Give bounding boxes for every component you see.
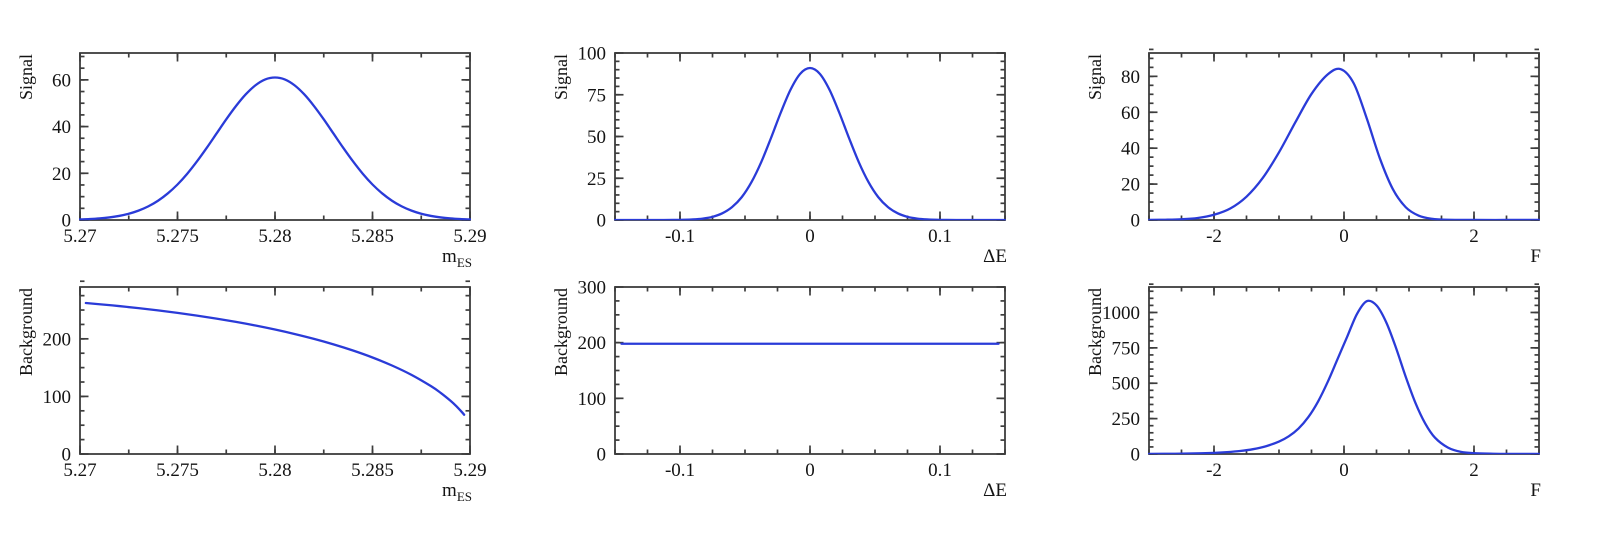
svg-text:300: 300 [577,278,606,299]
svg-text:2: 2 [1470,460,1480,481]
svg-text:5.27: 5.27 [63,226,96,247]
svg-text:50: 50 [587,127,606,148]
chart-panel-background-mes: 5.27 5.275 5.28 5.285 5.29 0 100 200 Background m… [0,272,535,544]
svg-text:mES: mES [442,480,472,504]
svg-text:-0.1: -0.1 [665,460,695,481]
svg-text:20: 20 [52,164,71,185]
svg-text:0: 0 [596,445,606,466]
svg-text:20: 20 [1121,175,1140,196]
svg-text:2: 2 [1470,226,1480,247]
svg-text:0.1: 0.1 [928,460,952,481]
svg-text:200: 200 [43,329,72,350]
svg-text:Background: Background [16,288,36,376]
svg-text:750: 750 [1112,338,1141,359]
svg-text:5.275: 5.275 [156,226,199,247]
svg-text:0: 0 [62,445,72,466]
svg-text:0: 0 [62,211,72,232]
svg-text:-2: -2 [1206,460,1222,481]
svg-text:5.28: 5.28 [258,460,291,481]
svg-text:Signal: Signal [16,54,36,100]
svg-text:60: 60 [1121,103,1140,124]
svg-text:5.285: 5.285 [351,460,394,481]
svg-text:ΔE: ΔE [983,246,1007,267]
signal-mes-chart: 5.27 5.275 5.28 5.285 5.29 0 20 40 60 Signal mES [16,52,487,270]
svg-text:5.285: 5.285 [351,226,394,247]
signal-deltae-chart: -0.1 0 0.1 0 25 50 75 100 Signal ΔE [551,44,1007,268]
svg-text:60: 60 [52,70,71,91]
svg-text:0: 0 [1340,226,1350,247]
svg-text:80: 80 [1121,67,1140,88]
chart-panel-signal-f: -2 0 2 0 20 40 60 80 Signal F [1069,0,1604,272]
svg-text:mES: mES [442,246,472,270]
svg-text:0: 0 [805,460,815,481]
svg-text:100: 100 [577,389,606,410]
svg-text:-0.1: -0.1 [665,226,695,247]
svg-text:0: 0 [1340,460,1350,481]
chart-panel-signal-mes: 5.27 5.275 5.28 5.285 5.29 0 20 40 60 Signal mES [0,0,535,272]
svg-text:Background: Background [551,288,571,376]
svg-text:40: 40 [1121,139,1140,160]
svg-text:0: 0 [1131,445,1141,466]
svg-text:75: 75 [587,85,606,106]
svg-text:5.275: 5.275 [156,460,199,481]
svg-text:5.29: 5.29 [453,460,486,481]
svg-text:25: 25 [587,169,606,190]
svg-text:ΔE: ΔE [983,480,1007,501]
svg-text:500: 500 [1112,374,1141,395]
svg-text:100: 100 [577,44,606,65]
chart-panel-signal-de: -0.1 0 0.1 0 25 50 75 100 Signal ΔE [535,0,1070,272]
svg-text:Signal: Signal [1085,54,1105,100]
chart-panel-background-de: -0.1 0 0.1 0 100 200 300 Background ΔE [535,272,1070,544]
svg-text:0: 0 [1131,211,1141,232]
svg-text:0: 0 [805,226,815,247]
svg-text:250: 250 [1112,409,1141,430]
svg-text:F: F [1531,480,1542,501]
chart-panel-background-f: -2 0 2 0 250 500 750 1000 Background F [1069,272,1604,544]
svg-text:Signal: Signal [551,54,571,100]
svg-text:-2: -2 [1206,226,1222,247]
svg-text:5.29: 5.29 [453,226,486,247]
svg-text:200: 200 [577,333,606,354]
svg-text:40: 40 [52,117,71,138]
svg-text:0: 0 [596,211,606,232]
svg-text:5.27: 5.27 [63,460,96,481]
svg-text:0.1: 0.1 [928,226,952,247]
background-mes-chart: 5.27 5.275 5.28 5.285 5.29 0 100 200 Background m… [16,280,487,504]
svg-text:5.28: 5.28 [258,226,291,247]
background-deltae-chart: -0.1 0 0.1 0 100 200 300 Background ΔE [551,278,1007,502]
svg-text:F: F [1531,246,1542,267]
svg-text:Background: Background [1085,288,1105,376]
svg-text:100: 100 [43,387,72,408]
svg-text:1000: 1000 [1102,303,1140,324]
